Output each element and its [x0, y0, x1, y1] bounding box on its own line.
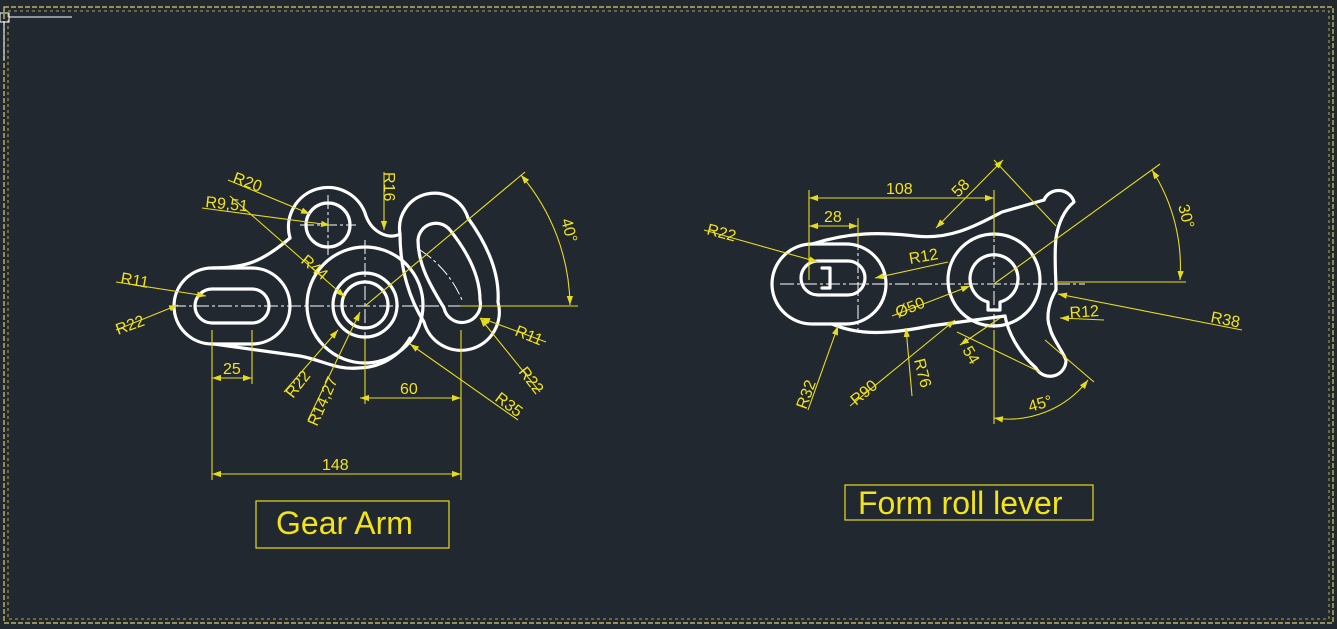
- dim-text: 40°: [557, 217, 580, 245]
- dim-text: R76: [910, 357, 934, 390]
- gear-arm-title-box: Gear Arm: [255, 500, 450, 549]
- dim-text: R35: [492, 390, 526, 421]
- dim-text: R38: [1209, 309, 1241, 331]
- dim-text: 148: [322, 457, 349, 474]
- gear-arm-dimension-lines: [115, 171, 578, 480]
- ucs-crosshair-icon[interactable]: [0, 12, 72, 60]
- dim-text: R20: [231, 170, 264, 196]
- dim-text: 30°: [1174, 203, 1197, 231]
- lever-dimension-texts: 108 58 28 R22 R12 30° Ø50 R12 R38 R32 R9…: [705, 176, 1241, 416]
- dim-text: 58: [949, 176, 974, 201]
- dim-text: R9,51: [205, 194, 249, 215]
- drawing-title: Gear Arm: [276, 505, 413, 541]
- lever-title-box: Form roll lever: [844, 484, 1094, 521]
- dim-text: 54: [959, 344, 983, 368]
- gear-arm-outline: [172, 185, 501, 370]
- dim-text: R22: [283, 368, 315, 402]
- gear-arm-drawing[interactable]: R20 R9,51 R16 40° R44 R11 R22 25 R22 R14…: [114, 170, 580, 549]
- dim-text: 25: [223, 361, 241, 378]
- dim-text: 45°: [1026, 393, 1054, 416]
- dim-text: R16: [380, 172, 397, 201]
- dim-text: R22: [114, 313, 147, 339]
- lever-outline: [770, 188, 1076, 378]
- dim-text: R22: [705, 221, 738, 245]
- dim-text: R11: [513, 323, 546, 349]
- form-roll-lever-drawing[interactable]: 108 58 28 R22 R12 30° Ø50 R12 R38 R32 R9…: [703, 159, 1243, 521]
- drawing-title: Form roll lever: [858, 485, 1063, 521]
- dim-text: R12: [1069, 303, 1100, 322]
- dim-text: R22: [515, 364, 547, 398]
- viewport-frame: [3, 6, 1334, 624]
- lever-dimension-lines: [703, 159, 1243, 424]
- dim-text: R32: [794, 378, 820, 411]
- dim-text: 108: [886, 181, 913, 198]
- dim-text: Ø50: [893, 295, 928, 322]
- lever-centerlines: [780, 222, 1085, 338]
- dim-text: R11: [119, 270, 150, 292]
- dim-text: 28: [824, 209, 842, 226]
- dim-text: 60: [400, 381, 418, 398]
- dim-text: R12: [908, 246, 940, 268]
